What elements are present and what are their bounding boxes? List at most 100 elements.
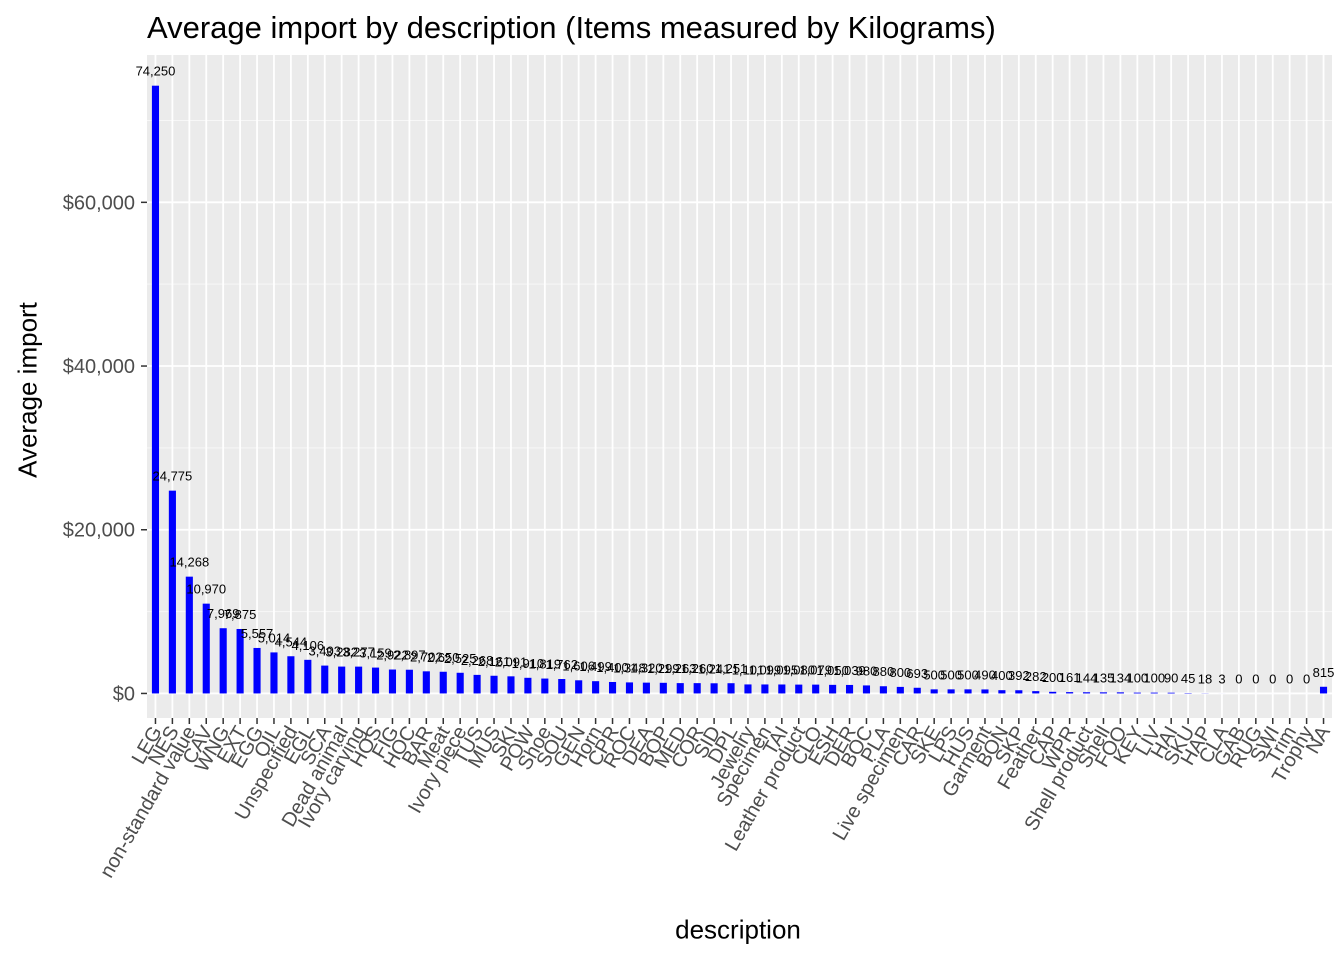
y-tick-label: $0 (113, 683, 135, 705)
data-label: 1,080 (782, 663, 815, 678)
data-label: 4,106 (292, 638, 325, 653)
bar (371, 667, 380, 694)
bar (321, 665, 329, 694)
data-label: 7,969 (207, 606, 240, 621)
bar (151, 85, 160, 694)
bar (727, 683, 735, 694)
bar (338, 666, 346, 694)
bar (998, 690, 1006, 694)
bar (659, 682, 667, 694)
bar (608, 681, 617, 694)
bar (625, 682, 634, 694)
bar (964, 689, 972, 694)
data-label: 1,039 (833, 663, 866, 678)
bar (168, 490, 176, 694)
data-label: 3 (1218, 671, 1225, 686)
bar (473, 674, 481, 694)
bar (879, 686, 887, 694)
bar (930, 689, 938, 694)
bar (490, 675, 498, 694)
data-label: 5,557 (241, 626, 274, 641)
plot-panel (147, 55, 1332, 718)
data-label: 0 (1303, 671, 1310, 686)
bar (1015, 690, 1023, 694)
bar (913, 687, 921, 694)
data-label: 980 (856, 663, 878, 678)
bar (642, 682, 650, 694)
bar (575, 680, 583, 694)
data-label: 5,014 (258, 630, 291, 645)
bar (1099, 692, 1108, 694)
data-label: 3,282 (325, 645, 358, 660)
data-label: 392 (1008, 668, 1030, 683)
data-label: 815 (1313, 665, 1335, 680)
data-label: 90 (1164, 671, 1178, 686)
bar (1133, 692, 1141, 694)
bar (1116, 692, 1124, 694)
data-label: 1,499 (579, 659, 612, 674)
data-label: 1,050 (816, 663, 849, 678)
data-label: 1,910 (512, 656, 545, 671)
bar (388, 669, 397, 694)
bar (270, 652, 278, 694)
bar (558, 679, 566, 694)
bar (253, 647, 261, 694)
data-label: 135 (1093, 670, 1115, 685)
bar (592, 681, 600, 694)
bar (287, 656, 295, 694)
data-label: 74,250 (136, 64, 176, 79)
data-label: 1,263 (664, 661, 697, 676)
bar (744, 684, 752, 694)
data-label: 1,762 (545, 657, 578, 672)
data-label: 1,320 (630, 661, 663, 676)
bar (355, 666, 363, 694)
data-label: 1,099 (749, 662, 782, 677)
bar (947, 689, 955, 694)
data-label: 2,897 (393, 648, 426, 663)
data-label: 0 (1286, 671, 1293, 686)
bar (1082, 692, 1091, 694)
data-label: 1,101 (732, 662, 765, 677)
data-label: 200 (1042, 670, 1064, 685)
bar (507, 676, 515, 694)
data-label: 1,348 (613, 660, 646, 675)
data-label: 3,277 (342, 645, 375, 660)
bar (524, 677, 532, 694)
data-label: 2,922 (376, 648, 409, 663)
bar (1150, 692, 1158, 694)
data-label: 1,299 (647, 661, 680, 676)
data-label: 14,268 (169, 555, 209, 570)
data-label: 100 (1143, 671, 1165, 686)
bar (1319, 686, 1328, 694)
data-label: 0 (1235, 671, 1242, 686)
data-label: 800 (889, 665, 911, 680)
y-tick-label: $20,000 (63, 520, 135, 542)
data-label: 2,268 (461, 653, 494, 668)
bar (829, 684, 837, 694)
bar (456, 672, 464, 694)
data-label: 500 (957, 667, 979, 682)
data-label: 7,875 (224, 607, 257, 622)
bar (1049, 691, 1057, 694)
data-label: 1,606 (562, 658, 595, 673)
data-label: 18 (1198, 671, 1212, 686)
bar (185, 576, 193, 694)
data-label: 100 (1126, 671, 1148, 686)
data-label: 134 (1110, 670, 1132, 685)
bar (812, 684, 820, 694)
bar (981, 689, 989, 694)
bar (693, 683, 701, 694)
data-label: 0 (1269, 671, 1276, 686)
bar (439, 671, 447, 694)
data-label: 3,159 (359, 646, 392, 661)
bar (845, 684, 854, 694)
bar (710, 683, 718, 694)
bar (862, 685, 871, 694)
data-label: 500 (940, 667, 962, 682)
bar (405, 669, 413, 694)
bar (778, 684, 786, 694)
bar (202, 603, 210, 694)
data-label: 1,095 (766, 662, 799, 677)
data-label: 4,544 (275, 634, 308, 649)
